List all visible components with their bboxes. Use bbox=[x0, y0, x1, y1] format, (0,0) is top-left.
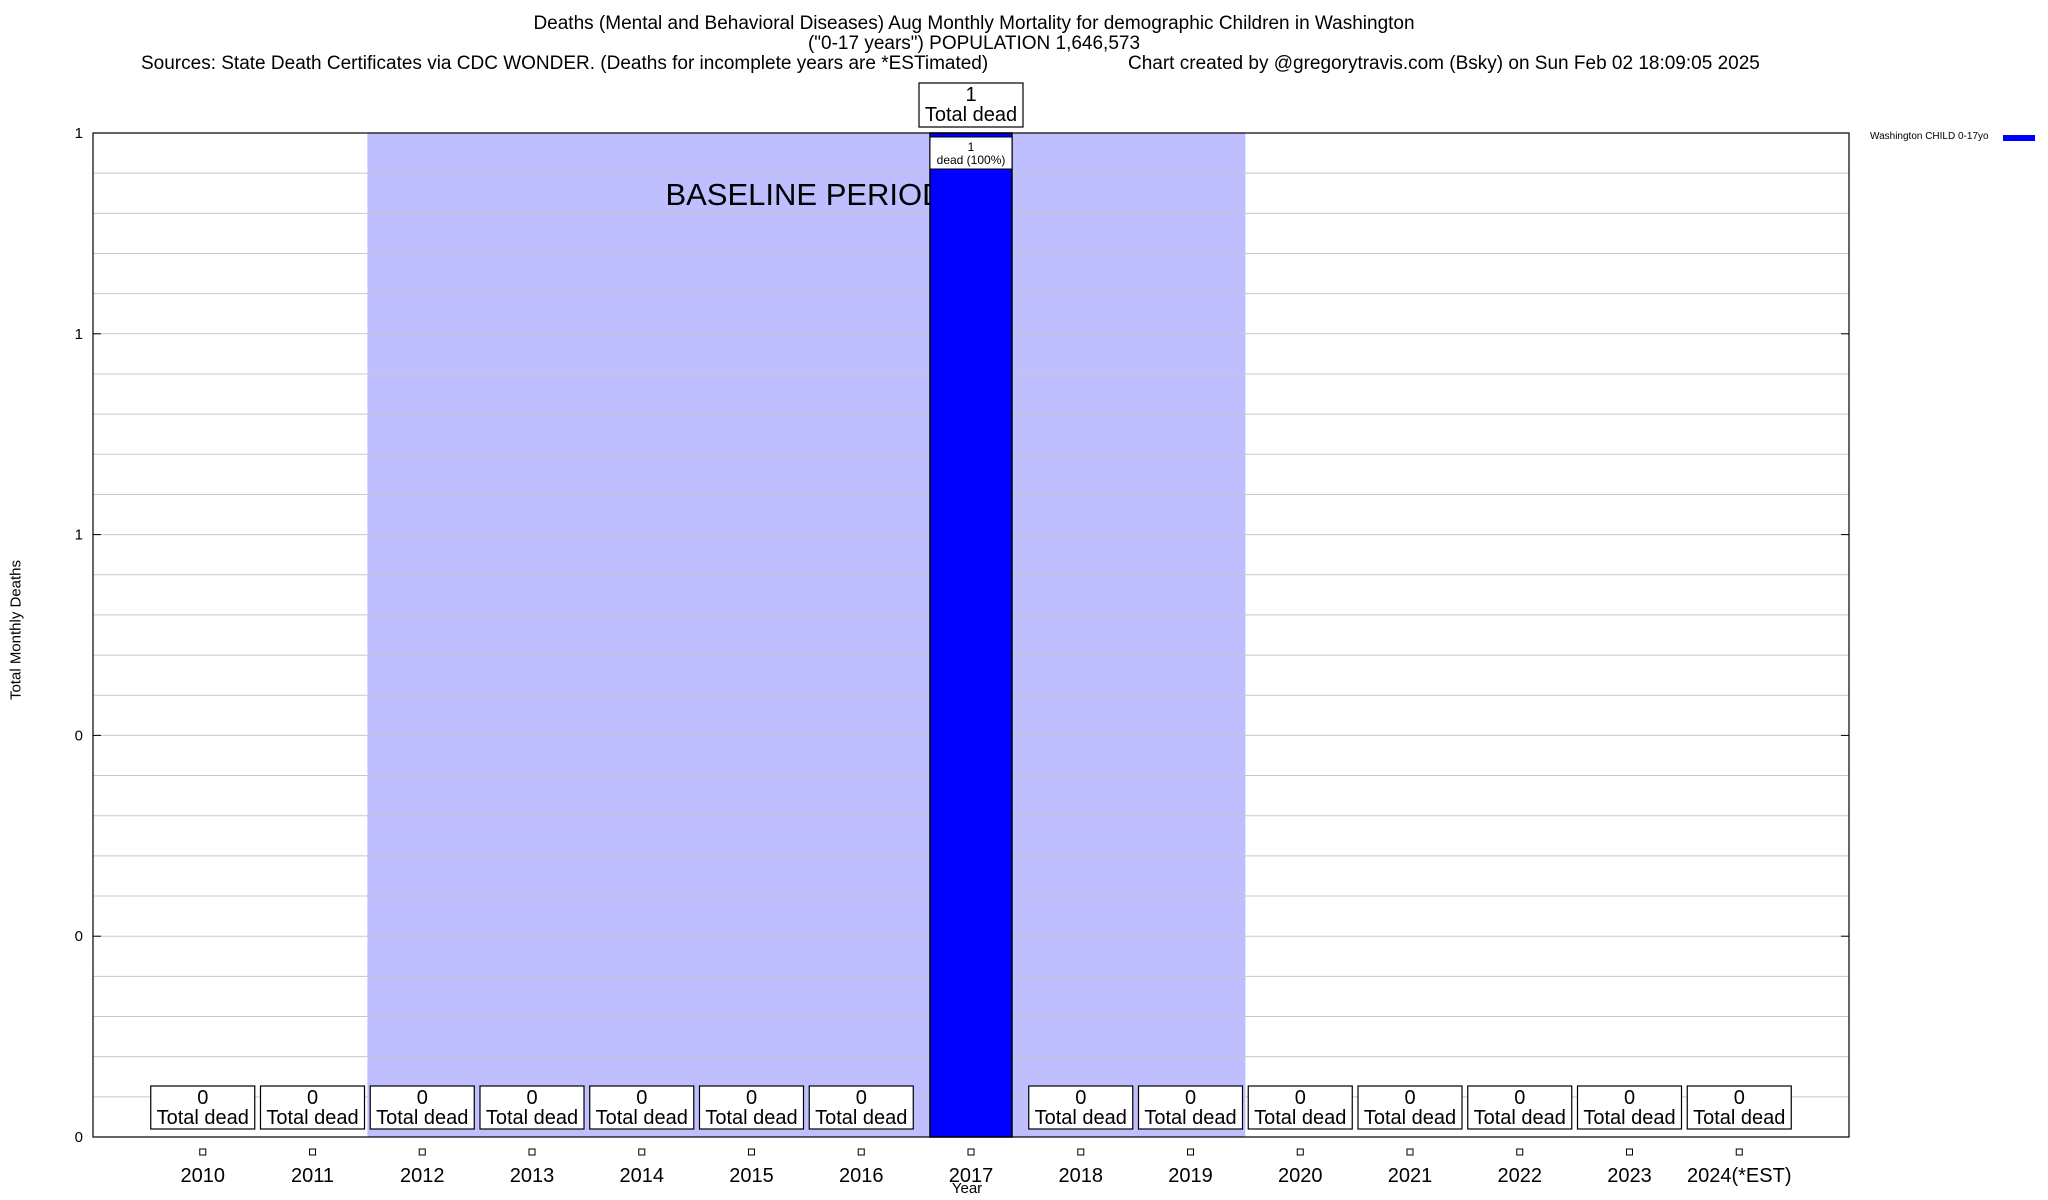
total-label-box bbox=[1357, 1085, 1463, 1130]
x-tick-marker bbox=[1296, 1148, 1304, 1156]
total-label-text: Total dead bbox=[705, 1107, 797, 1129]
total-label-text: Total dead bbox=[1254, 1107, 1346, 1129]
total-label-box bbox=[1137, 1085, 1244, 1130]
total-label-text: Total dead bbox=[815, 1107, 907, 1129]
x-tick-label: 2015 bbox=[729, 1165, 774, 1187]
x-tick-marker bbox=[309, 1148, 316, 1156]
x-tick-marker bbox=[857, 1148, 865, 1156]
x-tick-label: 2023 bbox=[1607, 1165, 1652, 1187]
total-label-value: 0 bbox=[526, 1087, 537, 1109]
total-label-value: 0 bbox=[856, 1087, 867, 1109]
x-tick-label: 2016 bbox=[839, 1165, 884, 1187]
legend-label: Washington CHILD 0-17yo bbox=[1870, 131, 1989, 142]
y-tick-label: 0 bbox=[75, 928, 83, 945]
total-label-value: 0 bbox=[1075, 1087, 1086, 1109]
chart-subtitle-sources: Sources: State Death Certificates via CD… bbox=[141, 53, 989, 74]
x-tick-label: 2010 bbox=[181, 1165, 226, 1187]
x-tick-label: 2017 bbox=[949, 1165, 994, 1187]
inner-label-text: dead (100%) bbox=[937, 153, 1006, 167]
x-tick-label: 2013 bbox=[510, 1165, 555, 1187]
x-tick-marker bbox=[1406, 1148, 1414, 1156]
y-tick-label: 1 bbox=[75, 527, 83, 544]
total-label-box bbox=[1686, 1085, 1792, 1130]
total-label-box bbox=[479, 1085, 585, 1130]
chart-title-line2: ("0-17 years") POPULATION 1,646,573 bbox=[807, 33, 1141, 54]
total-label-text: Total dead bbox=[596, 1107, 688, 1129]
x-tick-label: 2019 bbox=[1168, 1165, 1213, 1187]
total-label-box bbox=[369, 1085, 475, 1130]
total-label-value: 0 bbox=[307, 1087, 318, 1109]
x-tick-marker bbox=[1516, 1148, 1524, 1156]
total-label-value: 0 bbox=[636, 1087, 647, 1109]
total-label-text: Total dead bbox=[486, 1107, 578, 1129]
total-label-value: 0 bbox=[1624, 1087, 1635, 1109]
baseline-period-band bbox=[367, 133, 1246, 1137]
x-tick-marker bbox=[1077, 1148, 1085, 1156]
plot-frame bbox=[92, 132, 1850, 1138]
bar bbox=[929, 132, 1013, 1138]
total-label-box bbox=[150, 1085, 256, 1130]
total-label-text: Total dead bbox=[1035, 1107, 1127, 1129]
total-label-box bbox=[1467, 1085, 1573, 1130]
total-label-text: Total dead bbox=[1364, 1107, 1456, 1129]
x-tick-label: 2018 bbox=[1059, 1165, 1104, 1187]
x-tick-label: 2020 bbox=[1278, 1165, 1323, 1187]
x-tick-marker bbox=[967, 1148, 975, 1156]
inner-label-value: 1 bbox=[968, 140, 975, 154]
total-label-value: 0 bbox=[746, 1087, 757, 1109]
total-label-box bbox=[1028, 1085, 1134, 1130]
total-label-text: Total dead bbox=[376, 1107, 468, 1129]
total-label-text: Total dead bbox=[1474, 1107, 1566, 1129]
total-label-value: 0 bbox=[1404, 1087, 1415, 1109]
x-tick-marker bbox=[638, 1148, 646, 1156]
total-label-text: Total dead bbox=[1144, 1107, 1236, 1129]
total-label-value: 0 bbox=[1514, 1087, 1525, 1109]
x-tick-label: 2024(*EST) bbox=[1687, 1165, 1792, 1187]
baseline-period-label: BASELINE PERIOD bbox=[665, 177, 944, 212]
total-label-text: Total dead bbox=[1693, 1107, 1785, 1129]
total-label-text: Total dead bbox=[157, 1107, 249, 1129]
total-label-value: 0 bbox=[1734, 1087, 1745, 1109]
x-tick-marker bbox=[748, 1148, 755, 1156]
total-label-text: Total dead bbox=[1583, 1107, 1675, 1129]
total-label-text: Total dead bbox=[266, 1107, 358, 1129]
total-label-box bbox=[1576, 1085, 1683, 1130]
total-label-value: 0 bbox=[1185, 1087, 1196, 1109]
y-tick-label: 0 bbox=[75, 1129, 83, 1146]
y-tick-label: 1 bbox=[75, 326, 83, 343]
chart-title: Deaths (Mental and Behavioral Diseases) … bbox=[533, 13, 1415, 34]
x-tick-label: 2012 bbox=[400, 1165, 445, 1187]
legend-swatch bbox=[2003, 135, 2035, 141]
x-tick-label: 2011 bbox=[291, 1165, 334, 1187]
total-label-text: Total dead bbox=[925, 104, 1017, 126]
total-label-value: 0 bbox=[197, 1087, 208, 1109]
total-label-box bbox=[808, 1085, 914, 1130]
total-label-box bbox=[918, 82, 1024, 128]
x-tick-marker bbox=[199, 1148, 207, 1156]
total-label-box bbox=[698, 1085, 805, 1130]
chart-subtitle-credit: Chart created by @gregorytravis.com (Bsk… bbox=[1128, 53, 1760, 74]
y-tick-label: 1 bbox=[75, 125, 83, 142]
total-label-value: 0 bbox=[417, 1087, 428, 1109]
x-tick-marker bbox=[1735, 1148, 1743, 1156]
total-label-value: 1 bbox=[965, 84, 976, 106]
x-tick-marker bbox=[1626, 1148, 1633, 1156]
x-tick-marker bbox=[418, 1148, 426, 1156]
total-label-box bbox=[1247, 1085, 1353, 1130]
total-label-box bbox=[259, 1085, 366, 1130]
total-label-box bbox=[589, 1085, 695, 1130]
x-tick-label: 2022 bbox=[1498, 1165, 1543, 1187]
x-tick-label: 2014 bbox=[620, 1165, 665, 1187]
inner-label-box bbox=[929, 136, 1013, 170]
x-tick-marker bbox=[528, 1148, 536, 1156]
x-axis-label: Year bbox=[951, 1180, 983, 1197]
x-tick-label: 2021 bbox=[1388, 1165, 1433, 1187]
y-tick-label: 0 bbox=[75, 727, 83, 744]
x-tick-marker bbox=[1187, 1148, 1194, 1156]
total-label-value: 0 bbox=[1295, 1087, 1306, 1109]
